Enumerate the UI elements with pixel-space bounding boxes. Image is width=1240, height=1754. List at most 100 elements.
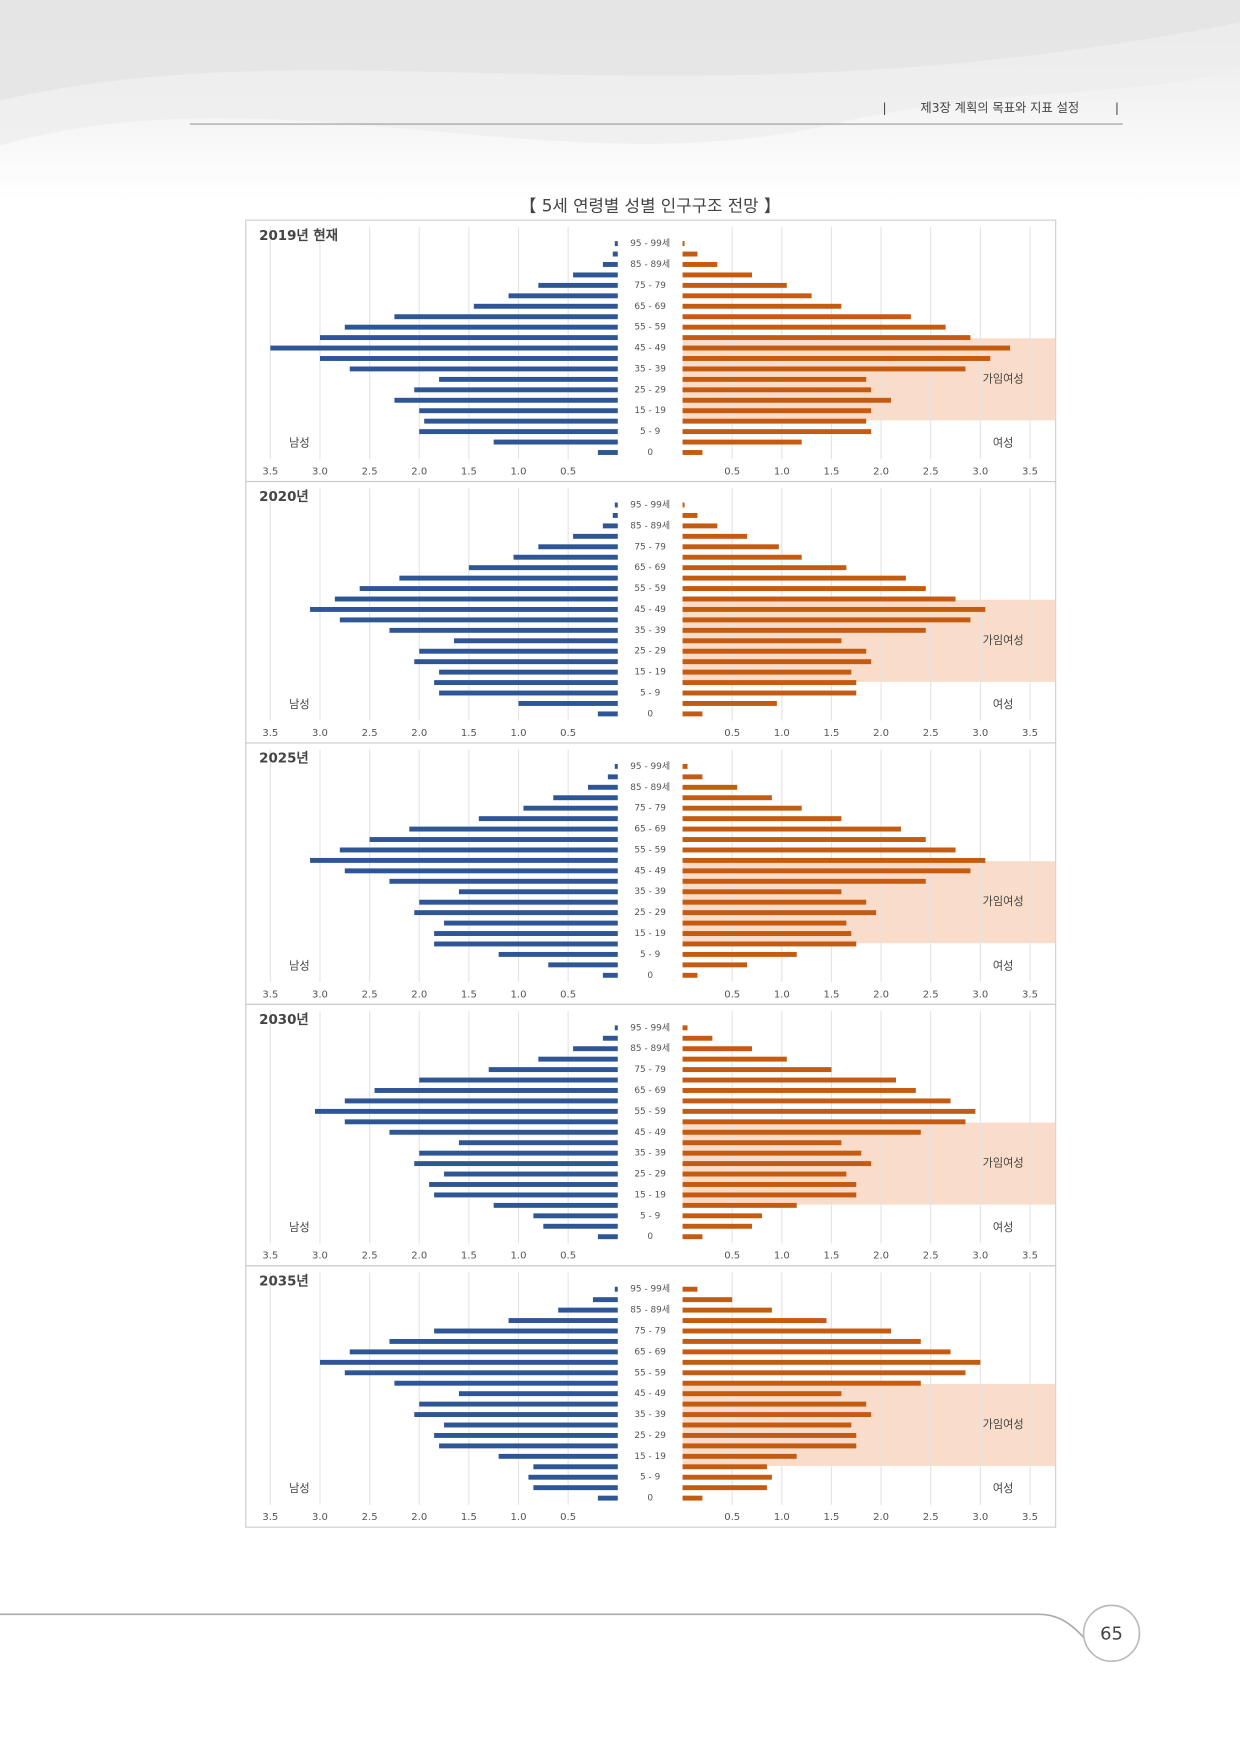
bar	[682, 303, 842, 309]
bar	[587, 784, 618, 790]
x-tick-label: 3.0	[972, 728, 988, 739]
chart-title: 2020년	[259, 489, 309, 505]
x-tick-label: 2.5	[362, 728, 378, 739]
age-label: 5 - 9	[640, 1211, 661, 1221]
bar	[538, 1056, 618, 1062]
charts: 가임여성 0.5 0.5 1.0 1.0 1.5 1.5 2.0 2.0 2.5 2.5 3.0 3.0…	[245, 219, 1057, 1528]
bar	[310, 857, 618, 863]
x-tick-label: 1.5	[823, 1251, 839, 1262]
bar	[597, 450, 618, 455]
bar	[592, 1297, 618, 1303]
bar	[399, 575, 618, 581]
bar	[414, 1161, 618, 1167]
bar	[453, 638, 618, 644]
x-tick-label: 1.0	[774, 1251, 790, 1262]
bar	[548, 962, 618, 968]
bar	[682, 617, 971, 623]
bar	[682, 1453, 797, 1459]
bar	[434, 1328, 618, 1334]
age-label: 25 - 29	[634, 385, 666, 395]
legend-male: 남성	[289, 698, 310, 711]
footer-line	[0, 1613, 1107, 1660]
age-label: 95 - 99세	[630, 1022, 670, 1033]
x-tick-label: 3.0	[972, 989, 988, 1000]
bar	[419, 648, 618, 654]
x-tick-label: 1.5	[823, 466, 839, 477]
bar	[458, 889, 618, 895]
bar	[682, 606, 986, 612]
legend-female: 여성	[993, 437, 1014, 450]
age-label: 65 - 69	[634, 563, 666, 573]
bar	[682, 1119, 966, 1125]
bar	[682, 951, 797, 957]
bar	[344, 1370, 618, 1376]
x-tick-label: 2.5	[923, 1251, 939, 1262]
bar	[682, 387, 872, 393]
x-tick-label: 1.5	[461, 728, 477, 739]
bar	[602, 1035, 618, 1041]
age-label: 35 - 39	[634, 1149, 666, 1159]
bar	[444, 1422, 618, 1428]
x-tick-label: 3.5	[1022, 728, 1038, 739]
age-label: 75 - 79	[634, 542, 666, 552]
bar	[682, 1129, 921, 1135]
age-label: 35 - 39	[634, 364, 666, 374]
age-label: 5 - 9	[640, 427, 661, 437]
bar	[493, 439, 618, 445]
age-label: 5 - 9	[640, 950, 661, 960]
bar	[682, 251, 698, 257]
bar	[394, 314, 618, 320]
x-tick-label: 3.5	[1022, 1512, 1038, 1523]
bar	[682, 366, 966, 372]
age-label: 5 - 9	[640, 689, 661, 699]
chart-title: 2035년	[259, 1273, 309, 1289]
x-tick-label: 2.0	[873, 1251, 889, 1262]
bar	[508, 293, 618, 299]
age-label: 75 - 79	[634, 281, 666, 291]
bar	[682, 1140, 842, 1146]
age-label: 0	[647, 448, 653, 458]
bar	[444, 920, 618, 926]
age-label: 85 - 89세	[630, 259, 670, 270]
highlight-label: 가임여성	[983, 372, 1024, 385]
x-tick-label: 0.5	[724, 1512, 740, 1523]
bar	[682, 1359, 981, 1365]
bar	[682, 648, 867, 654]
bar	[389, 1338, 618, 1344]
bar	[597, 1495, 618, 1501]
bar	[682, 1025, 688, 1031]
age-label: 55 - 59	[634, 584, 666, 594]
x-tick-label: 3.5	[262, 466, 278, 477]
bar	[682, 1056, 787, 1062]
bar	[349, 1349, 618, 1355]
x-tick-label: 3.5	[262, 1251, 278, 1262]
age-label: 45 - 49	[634, 344, 666, 354]
bar	[518, 700, 618, 706]
bar	[682, 1088, 916, 1093]
x-tick-label: 2.5	[362, 1512, 378, 1523]
x-tick-label: 0.5	[724, 466, 740, 477]
x-tick-label: 1.0	[774, 466, 790, 477]
x-tick-label: 1.5	[461, 989, 477, 1000]
x-tick-label: 2.0	[411, 989, 427, 1000]
bar	[553, 795, 618, 801]
bar	[682, 345, 1011, 351]
x-tick-label: 2.0	[411, 1512, 427, 1523]
highlight-label: 가임여성	[983, 634, 1024, 647]
bar	[439, 669, 618, 675]
x-tick-label: 1.0	[774, 1512, 790, 1523]
x-tick-label: 3.0	[312, 989, 328, 1000]
bar	[682, 512, 698, 518]
bar	[682, 1349, 951, 1355]
age-label: 25 - 29	[634, 1431, 666, 1441]
age-label: 55 - 59	[634, 845, 666, 855]
bar	[682, 816, 842, 822]
bar	[682, 324, 946, 330]
bar	[458, 1140, 618, 1146]
bar	[682, 972, 698, 978]
x-tick-label: 2.5	[923, 1512, 939, 1523]
bar	[682, 763, 688, 769]
age-label: 55 - 59	[634, 1368, 666, 1378]
bar	[339, 847, 618, 853]
bar	[344, 868, 618, 874]
